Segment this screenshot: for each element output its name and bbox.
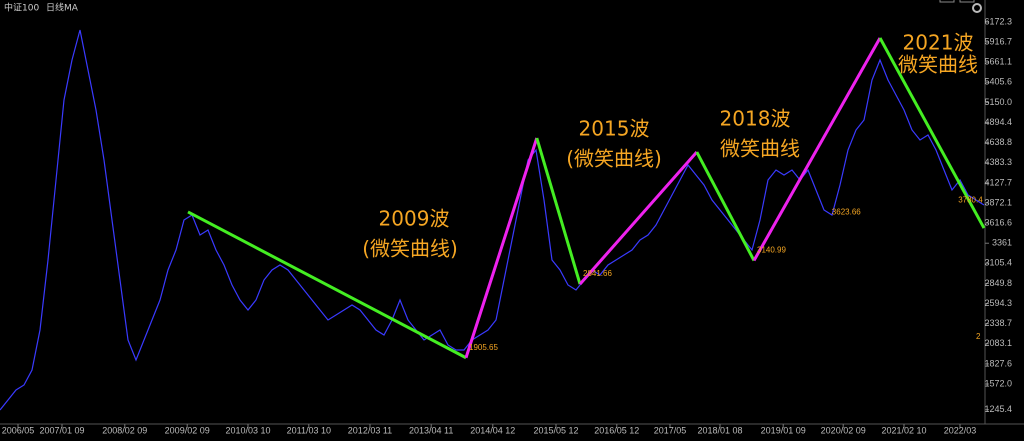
header-label: 日线 bbox=[46, 2, 64, 14]
x-tick-label: 2016/05 12 bbox=[594, 425, 639, 435]
x-tick-label: 2006/05 bbox=[2, 425, 35, 435]
y-tick-label: 2849.8 bbox=[984, 278, 1012, 288]
x-tick-label: 2017/05 bbox=[654, 425, 687, 435]
x-tick-label: 2008/02 09 bbox=[102, 425, 147, 435]
annotation: 2021波 bbox=[903, 31, 974, 55]
y-tick-label: 2338.7 bbox=[984, 318, 1012, 328]
point-label: 2 bbox=[976, 332, 981, 341]
x-tick-label: 2007/01 09 bbox=[39, 425, 84, 435]
y-tick-label: 4894.4 bbox=[984, 117, 1012, 127]
x-tick-label: 2018/01 08 bbox=[697, 425, 742, 435]
y-tick-label: 2594.3 bbox=[984, 298, 1012, 308]
x-tick-label: 2020/02 09 bbox=[821, 425, 866, 435]
annotation: 微笑曲线 bbox=[720, 137, 800, 161]
x-tick-label: 2013/04 11 bbox=[409, 425, 453, 435]
price-line bbox=[0, 29, 985, 411]
trend-line bbox=[578, 151, 698, 286]
y-tick-label: 3616.6 bbox=[984, 217, 1012, 227]
icon[interactable] bbox=[959, 0, 975, 3]
y-tick-label: 3105.4 bbox=[984, 258, 1012, 268]
window-icons bbox=[939, 0, 982, 13]
y-tick-label: 4638.8 bbox=[984, 137, 1012, 147]
x-tick-label: 2011/03 10 bbox=[287, 425, 331, 435]
x-tick-label: 2010/03 10 bbox=[225, 425, 270, 435]
annotation: 微笑曲线 bbox=[898, 53, 978, 77]
header-label: MA bbox=[64, 4, 79, 14]
x-tick-label: 2021/02 10 bbox=[881, 425, 926, 435]
x-tick-label: 2019/01 09 bbox=[761, 425, 806, 435]
y-tick-label: 1827.6 bbox=[984, 358, 1012, 368]
y-tick-label: 5916.7 bbox=[984, 36, 1012, 46]
annotation: 2015波 bbox=[579, 117, 650, 141]
trend-line bbox=[695, 151, 756, 262]
y-tick-label: 5150.0 bbox=[984, 97, 1012, 107]
annotation: (微笑曲线) bbox=[566, 147, 662, 171]
trend-line bbox=[535, 137, 582, 285]
header-label: 中证100 bbox=[4, 2, 39, 14]
trend-line bbox=[464, 137, 539, 359]
x-tick-label: 2014/04 12 bbox=[470, 425, 515, 435]
annotation: 2009波 bbox=[379, 207, 450, 231]
y-tick-label: 3361 bbox=[992, 238, 1012, 248]
point-label: 3623.66 bbox=[832, 208, 861, 217]
y-tick-label: 2083.1 bbox=[984, 338, 1012, 348]
trend-line bbox=[878, 37, 986, 229]
point-label: 2841.66 bbox=[583, 269, 612, 278]
y-tick-label: 4127.7 bbox=[984, 177, 1012, 187]
icon[interactable] bbox=[939, 0, 955, 3]
x-tick-label: 2012/03 11 bbox=[348, 425, 392, 435]
y-tick-label: 1245.4 bbox=[984, 404, 1012, 414]
trend-line bbox=[187, 210, 467, 360]
y-tick-label: 5661.1 bbox=[984, 57, 1012, 67]
point-label: 3140.99 bbox=[757, 246, 786, 255]
y-tick-label: 1572.0 bbox=[984, 378, 1012, 388]
y-tick-label: 3872.1 bbox=[984, 197, 1012, 207]
x-tick-label: 2022/03 bbox=[944, 425, 977, 435]
point-label: 3780.4 bbox=[958, 195, 983, 204]
settings-icon[interactable] bbox=[972, 3, 982, 13]
y-tick-label: 4383.3 bbox=[984, 157, 1012, 167]
x-tick-label: 2015/05 12 bbox=[533, 425, 578, 435]
point-label: 1905.65 bbox=[469, 343, 498, 352]
annotation: 2018波 bbox=[720, 107, 791, 131]
annotation: (微笑曲线) bbox=[362, 237, 458, 261]
trend-line bbox=[752, 37, 882, 262]
y-tick-label: 5405.6 bbox=[984, 77, 1012, 87]
y-tick-label: 6172.3 bbox=[984, 16, 1012, 26]
x-tick-label: 2009/02 09 bbox=[165, 425, 210, 435]
